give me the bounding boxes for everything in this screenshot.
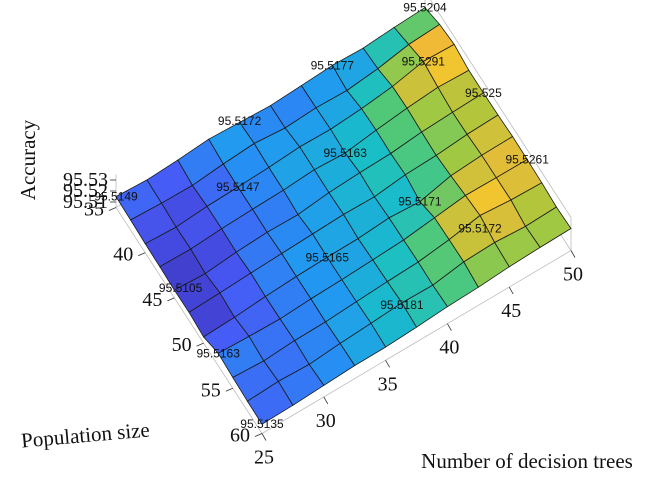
axes-box-edge [115, 207, 263, 434]
y-tick-mark [196, 342, 204, 347]
y-tick-label: 45 [142, 289, 162, 311]
data-label: 95.5149 [94, 190, 138, 204]
z-tick-label: 95.52 [63, 180, 108, 202]
y-tick-label: 40 [113, 244, 133, 266]
z-tick-label: 95.53 [63, 169, 108, 191]
y-tick-label: 55 [201, 379, 221, 401]
data-label: 95.5181 [380, 298, 424, 312]
z-axis-label: Accuracy [16, 119, 40, 200]
x-tick-mark [508, 286, 514, 295]
data-label: 95.5163 [324, 146, 368, 160]
x-tick-label: 25 [254, 447, 274, 469]
data-label: 95.5135 [240, 417, 284, 431]
data-label: 95.5172 [458, 222, 502, 236]
data-label: 95.5147 [216, 180, 260, 194]
data-label: 95.5165 [306, 250, 350, 264]
x-tick-label: 40 [439, 337, 459, 359]
y-tick-label: 60 [230, 425, 250, 447]
surface-cell [246, 380, 294, 425]
y-tick-mark [138, 252, 146, 257]
y-tick-mark [225, 387, 233, 392]
data-label: 95.5291 [402, 55, 446, 69]
x-tick-mark [261, 433, 267, 441]
x-tick-label: 35 [378, 373, 398, 395]
data-label: 95.5177 [311, 58, 355, 72]
x-tick-label: 45 [501, 300, 521, 322]
axes-box-edge [261, 250, 572, 434]
data-annotations: 95.5204 95.5177 95.5172 95.5149 95.5291 95.51… [94, 1, 549, 432]
axes-box-edge [430, 0, 572, 218]
y-axis-label: Population size [20, 417, 151, 452]
y-tick-label: 50 [172, 334, 192, 356]
x-tick-label: 50 [563, 264, 583, 286]
data-label: 95.5163 [197, 346, 241, 360]
x-tick-mark [570, 250, 576, 258]
data-label: 95.5261 [506, 153, 550, 167]
surface-mesh [115, 7, 572, 425]
data-label: 95.5171 [398, 195, 442, 209]
x-tick-mark [447, 323, 452, 331]
x-axis-label: Number of decision trees [421, 449, 633, 473]
x-tick-mark [385, 360, 390, 368]
y-tick-mark [108, 207, 117, 211]
data-label: 95.5204 [403, 1, 447, 15]
y-tick-label: 35 [84, 199, 104, 221]
data-label: 95.5105 [159, 281, 203, 295]
data-label: 95.525 [465, 86, 502, 100]
y-tick-mark [167, 297, 175, 302]
y-tick-mark [254, 433, 263, 437]
x-tick-mark [323, 396, 329, 405]
x-tick-label: 30 [316, 410, 336, 432]
data-label: 95.5172 [218, 114, 262, 128]
z-tick-label: 95.51 [63, 191, 108, 213]
